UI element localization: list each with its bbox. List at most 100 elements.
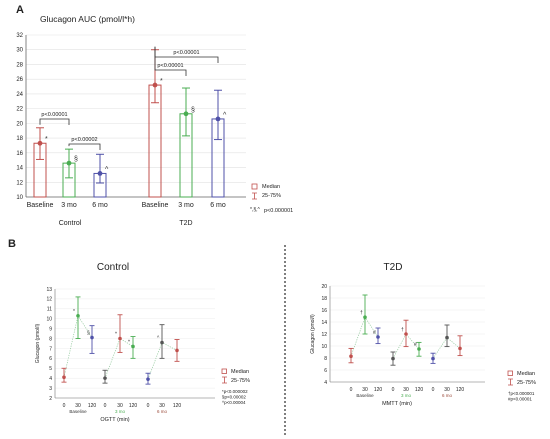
- median-point: [417, 347, 421, 351]
- y-tick-label: 8: [324, 356, 327, 362]
- legend-range-icon: [222, 376, 227, 384]
- median-point: [391, 356, 395, 361]
- x-tick-label: 0: [432, 387, 435, 393]
- x-tick-label: 3 mo: [178, 202, 194, 209]
- panel-b-letter: B: [8, 238, 16, 250]
- y-tick-label: 28: [16, 62, 23, 68]
- significance-marker: *: [128, 339, 130, 345]
- significance-marker: †: [401, 327, 404, 333]
- legend-median-label: Median: [262, 184, 280, 190]
- legend-range-label: 25-75%: [231, 378, 250, 384]
- median-point: [445, 335, 449, 340]
- median-point: [37, 140, 43, 146]
- chart-title: Control: [97, 262, 129, 273]
- x-tick-label: 6 mo: [210, 202, 226, 209]
- significance-marker: §: [87, 331, 90, 337]
- median-point: [66, 160, 72, 166]
- y-tick-label: 32: [16, 33, 23, 39]
- note-text: §p<0.00002: [222, 395, 246, 400]
- note-text: #p<0.00001: [508, 397, 532, 402]
- y-tick-label: 5: [49, 366, 52, 372]
- median-point: [62, 375, 66, 379]
- x-tick-label: 30: [117, 403, 123, 409]
- x-tick-label: 0: [392, 387, 395, 393]
- x-tick-label: 30: [403, 387, 409, 393]
- median-point: [97, 171, 103, 176]
- bracket-label: p<0.00001: [173, 50, 199, 56]
- y-tick-label: 11: [47, 307, 52, 313]
- y-tick-label: 9: [49, 326, 52, 332]
- median-point: [118, 336, 122, 341]
- legend-median-swatch: [221, 368, 227, 374]
- note-symbols: *,§,^: [250, 207, 261, 213]
- x-tick-label: Baseline: [142, 202, 169, 209]
- median-point: [183, 111, 189, 117]
- note-text: p<0.000001: [264, 208, 293, 214]
- note-text: ^p<0.00004: [222, 400, 246, 405]
- chart-b-control: Control 2 3 4 5 6 7 8 9 10 11 12 13 Glucagon (pmol/l)…: [35, 262, 250, 423]
- median-point: [404, 332, 408, 336]
- y-tick-label: 7: [49, 346, 52, 352]
- bracket-label: p<0.00001: [41, 112, 67, 118]
- legend-median-label: Median: [231, 369, 249, 375]
- legend-median-label: Median: [517, 371, 535, 377]
- significance-marker: ^: [223, 112, 227, 119]
- y-tick-label: 3: [49, 386, 52, 392]
- y-tick-label: 14: [321, 320, 327, 326]
- median-point: [90, 335, 94, 340]
- series-connector: [432, 337, 461, 359]
- y-tick-label: 4: [49, 376, 52, 382]
- median-point: [376, 335, 380, 339]
- median-point: [160, 340, 164, 345]
- x-tick-label: 120: [415, 387, 424, 393]
- significance-bracket: [39, 118, 70, 125]
- x-tick-label: 6 mo: [92, 202, 108, 209]
- bracket-label: p<0.00002: [71, 137, 97, 143]
- y-tick-label: 26: [16, 77, 23, 83]
- x-tick-label: 30: [159, 403, 165, 409]
- y-tick-label: 8: [49, 336, 52, 342]
- significance-marker: §: [191, 107, 195, 114]
- x-tick-label: 120: [456, 387, 465, 393]
- panel-a-letter: A: [16, 4, 24, 16]
- bracket-label: p<0.00001: [157, 63, 183, 69]
- y-tick-label: 10: [321, 344, 327, 350]
- x-tick-label: 120: [173, 403, 182, 409]
- significance-bracket: [154, 46, 187, 76]
- chart-title: T2D: [384, 262, 403, 273]
- median-point: [175, 348, 179, 353]
- x-axis-label: MMTT (min): [382, 401, 412, 407]
- y-axis-label: Glucagon (pmol/l): [35, 323, 41, 363]
- y-tick-label: 6: [324, 368, 327, 374]
- x-tick-label: 30: [444, 387, 450, 393]
- series-connector: [392, 333, 420, 359]
- median-point: [458, 346, 462, 351]
- x-tick-label: 30: [362, 387, 368, 393]
- group-label: Baseline: [356, 393, 374, 398]
- significance-marker: ^: [105, 166, 109, 173]
- y-tick-label: 13: [46, 287, 52, 293]
- y-tick-label: 10: [46, 317, 52, 323]
- x-tick-label: 0: [104, 403, 107, 409]
- group-label: 6 mo: [157, 409, 168, 414]
- y-tick-label: 16: [321, 308, 327, 314]
- y-tick-label: 18: [16, 136, 23, 142]
- x-tick-label: 120: [88, 403, 97, 409]
- chart-a-title: Glucagon AUC (pmol/l*h): [40, 14, 135, 24]
- significance-marker: *: [115, 332, 117, 338]
- legend-range-label: 25-75%: [517, 380, 536, 386]
- median-point: [431, 356, 435, 361]
- group-label: Baseline: [69, 409, 87, 414]
- significance-bracket: [154, 46, 219, 63]
- y-tick-label: 2: [49, 396, 52, 402]
- legend-range-icon: [252, 192, 257, 200]
- median-point: [146, 377, 150, 381]
- y-tick-label: 10: [16, 195, 23, 201]
- y-axis-label: Glucagon (pmol/l): [310, 314, 316, 354]
- group-label: Control: [59, 220, 82, 227]
- y-tick-label: 12: [16, 180, 23, 186]
- legend-range-label: 25-75%: [262, 193, 281, 199]
- significance-marker: #: [373, 330, 376, 336]
- legend-median-swatch: [251, 183, 258, 190]
- significance-marker: #: [414, 342, 417, 348]
